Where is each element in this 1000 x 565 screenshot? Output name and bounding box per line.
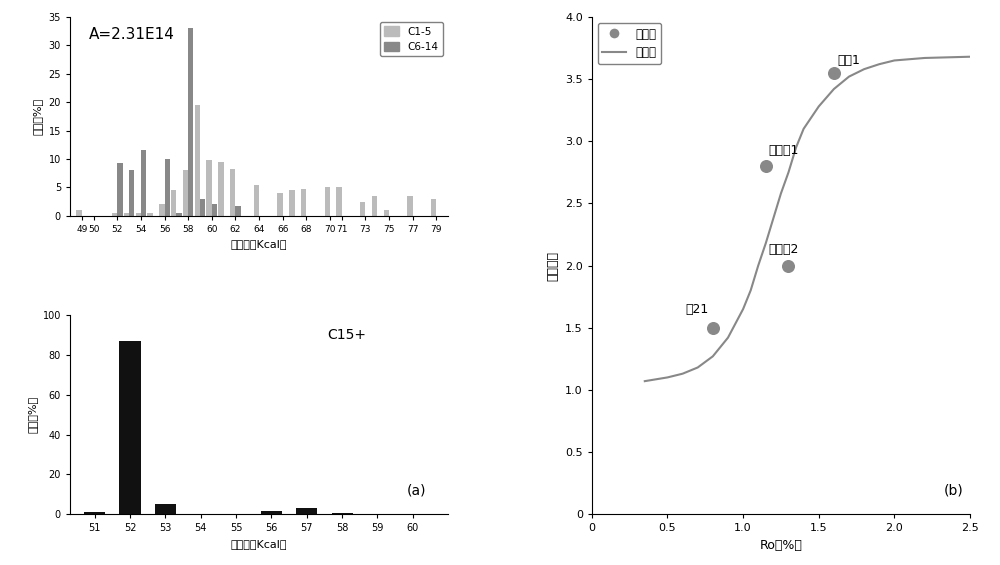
Bar bbox=[124, 213, 129, 216]
Bar bbox=[332, 513, 353, 514]
Bar bbox=[119, 341, 141, 514]
Bar bbox=[129, 171, 134, 216]
Text: 朝21: 朝21 bbox=[686, 303, 709, 316]
Bar bbox=[296, 508, 317, 514]
Bar bbox=[289, 190, 295, 216]
Bar bbox=[136, 213, 141, 216]
Point bbox=[758, 162, 774, 171]
Bar bbox=[195, 105, 200, 216]
Bar bbox=[183, 171, 188, 216]
Bar bbox=[171, 190, 176, 216]
Bar bbox=[372, 196, 377, 216]
Text: 松页油2: 松页油2 bbox=[769, 243, 799, 256]
Bar bbox=[407, 196, 413, 216]
Point bbox=[826, 68, 842, 77]
Text: A=2.31E14: A=2.31E14 bbox=[89, 27, 175, 42]
Bar bbox=[147, 213, 153, 216]
Text: (a): (a) bbox=[407, 483, 426, 497]
X-axis label: 活化能（Kcal）: 活化能（Kcal） bbox=[231, 240, 287, 249]
Bar bbox=[155, 504, 176, 514]
Bar bbox=[360, 202, 365, 216]
Bar bbox=[431, 199, 436, 216]
Text: 松页油1: 松页油1 bbox=[769, 144, 799, 157]
Bar bbox=[301, 189, 306, 216]
Bar bbox=[336, 188, 342, 216]
Text: (b): (b) bbox=[944, 483, 963, 497]
Bar bbox=[188, 28, 193, 216]
Bar bbox=[230, 169, 235, 216]
Bar bbox=[212, 205, 217, 216]
Bar bbox=[384, 210, 389, 216]
Y-axis label: 恢复系数: 恢复系数 bbox=[547, 250, 560, 281]
X-axis label: Ro（%）: Ro（%） bbox=[759, 539, 802, 552]
Bar bbox=[84, 512, 105, 514]
Bar bbox=[112, 213, 117, 216]
Point bbox=[705, 323, 721, 332]
Bar bbox=[200, 199, 205, 216]
Bar bbox=[325, 188, 330, 216]
Legend: 实测値, 拟合线: 实测値, 拟合线 bbox=[598, 23, 661, 64]
Bar bbox=[218, 162, 224, 216]
Bar bbox=[117, 163, 123, 216]
Bar bbox=[277, 193, 283, 216]
Bar bbox=[235, 206, 241, 216]
Point bbox=[780, 261, 796, 270]
Bar bbox=[176, 213, 182, 216]
Text: C15+: C15+ bbox=[327, 328, 366, 342]
Bar bbox=[261, 511, 282, 514]
Y-axis label: 比例（%）: 比例（%） bbox=[33, 98, 43, 135]
Bar bbox=[141, 150, 146, 216]
Bar bbox=[165, 159, 170, 216]
Legend: C1-5, C6-14: C1-5, C6-14 bbox=[380, 22, 443, 56]
Bar bbox=[76, 210, 82, 216]
Y-axis label: 比例（%）: 比例（%） bbox=[27, 396, 37, 433]
Bar bbox=[254, 185, 259, 216]
Text: 古靤1: 古靤1 bbox=[837, 54, 860, 67]
Bar bbox=[159, 205, 165, 216]
Bar bbox=[206, 160, 212, 216]
X-axis label: 活化能（Kcal）: 活化能（Kcal） bbox=[231, 539, 287, 549]
